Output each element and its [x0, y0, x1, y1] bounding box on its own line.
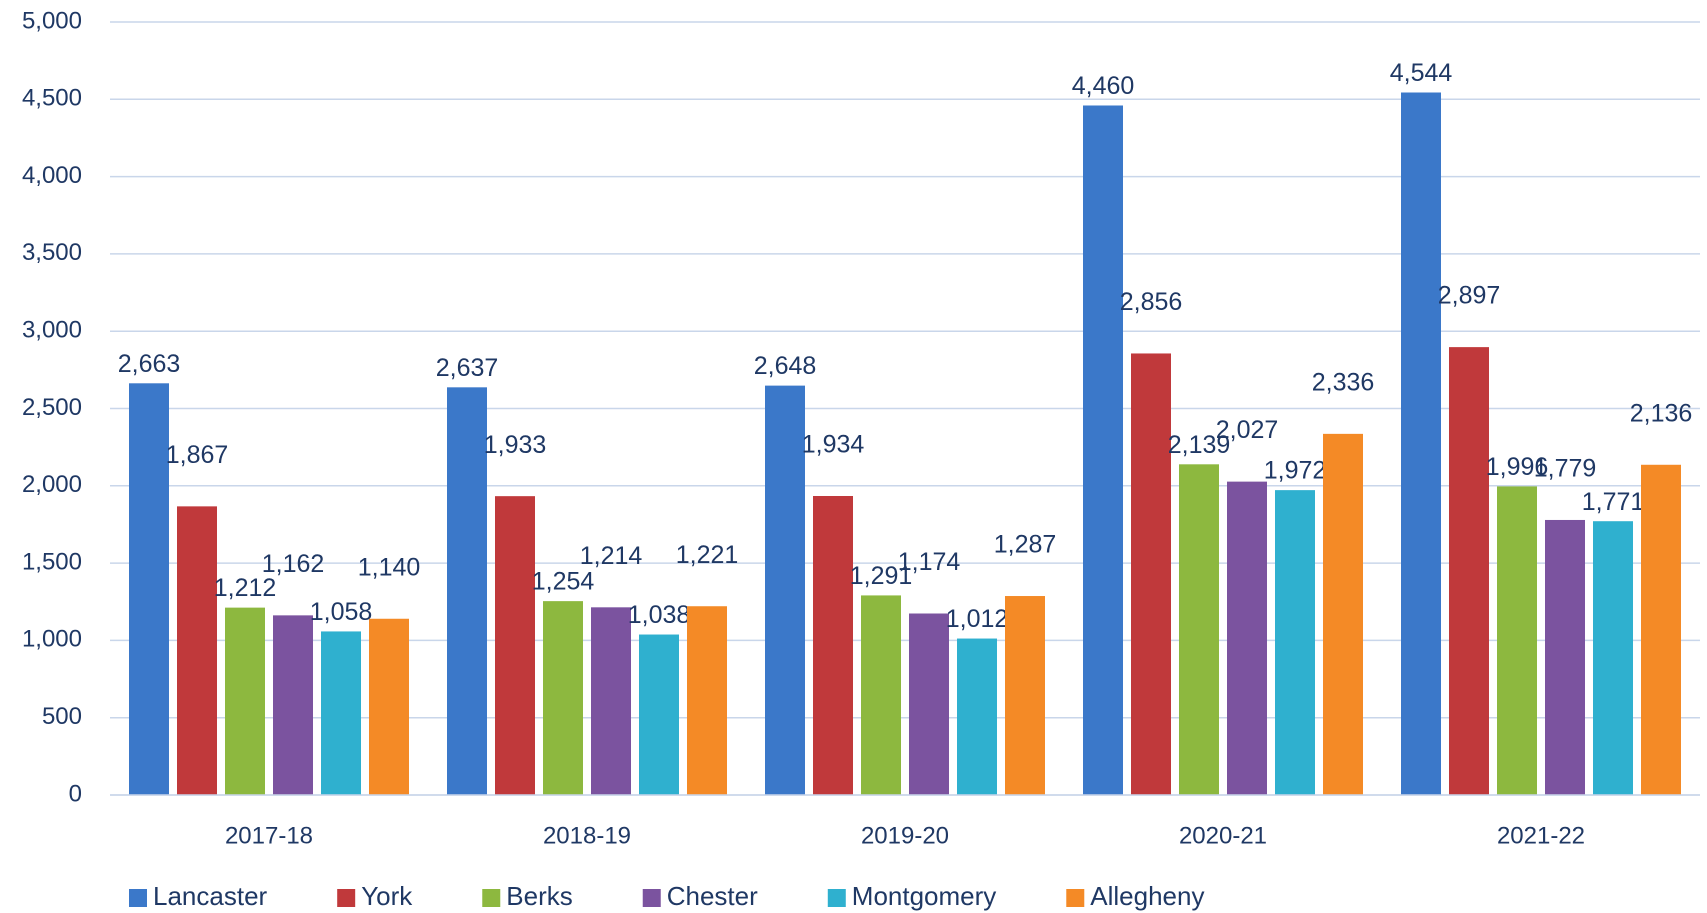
bar — [1131, 353, 1171, 795]
bar — [687, 606, 727, 795]
data-label: 1,287 — [994, 531, 1057, 559]
bar — [177, 506, 217, 795]
data-label: 1,212 — [214, 574, 277, 602]
x-tick-label: 2020-21 — [1179, 822, 1267, 849]
bar — [1005, 596, 1045, 795]
y-tick-label: 4,000 — [22, 162, 82, 189]
bar — [765, 385, 805, 795]
bar — [1227, 481, 1267, 795]
data-label: 1,933 — [484, 431, 547, 459]
bar — [1179, 464, 1219, 795]
legend-label: Chester — [667, 881, 758, 911]
y-tick-label: 4,500 — [22, 85, 82, 112]
y-tick-label: 1,500 — [22, 548, 82, 575]
bar — [909, 613, 949, 795]
data-label: 1,162 — [262, 550, 325, 578]
legend-swatch — [337, 889, 356, 907]
bar — [1497, 486, 1537, 795]
data-label: 2,336 — [1312, 368, 1375, 396]
y-tick-label: 5,000 — [22, 7, 82, 34]
legend-label: Allegheny — [1090, 881, 1204, 911]
legend-swatch — [482, 889, 501, 907]
bar — [1275, 490, 1315, 795]
data-label: 2,897 — [1438, 282, 1501, 310]
data-label: 1,038 — [628, 601, 691, 629]
data-label: 4,544 — [1390, 59, 1453, 87]
legend-swatch — [827, 889, 846, 907]
bar — [447, 387, 487, 795]
bar — [1401, 92, 1441, 795]
bar — [591, 607, 631, 795]
bar — [1545, 519, 1585, 795]
bar — [1593, 521, 1633, 795]
legend-label: Lancaster — [153, 881, 268, 911]
y-tick-label: 2,000 — [22, 471, 82, 498]
data-label: 1,771 — [1582, 488, 1645, 516]
bar — [813, 496, 853, 795]
y-tick-label: 2,500 — [22, 394, 82, 421]
data-label: 2,139 — [1168, 431, 1231, 459]
legend-label: Berks — [506, 881, 572, 911]
bar — [957, 638, 997, 795]
data-label: 1,779 — [1534, 455, 1597, 483]
legend-label: York — [361, 881, 413, 911]
legend-swatch — [1066, 889, 1085, 907]
data-label: 1,174 — [898, 548, 961, 576]
data-label: 1,214 — [580, 542, 643, 570]
x-tick-label: 2018-19 — [543, 822, 631, 849]
y-tick-label: 3,500 — [22, 239, 82, 266]
data-label: 1,221 — [676, 541, 739, 569]
data-label: 1,934 — [802, 431, 865, 459]
y-tick-label: 3,000 — [22, 317, 82, 344]
bar — [495, 496, 535, 795]
y-tick-label: 1,000 — [22, 626, 82, 653]
x-tick-label: 2017-18 — [225, 822, 313, 849]
bar — [225, 607, 265, 795]
bar — [273, 615, 313, 795]
data-label: 1,058 — [310, 598, 373, 626]
data-label: 1,972 — [1264, 457, 1327, 485]
data-label: 2,648 — [754, 352, 817, 380]
data-label: 1,012 — [946, 605, 1009, 633]
data-label: 1,140 — [358, 553, 421, 581]
data-label: 2,663 — [118, 350, 181, 378]
data-label: 1,867 — [166, 441, 229, 469]
bar — [1323, 433, 1363, 795]
legend-swatch — [642, 889, 661, 907]
data-label: 2,637 — [436, 354, 499, 382]
data-label: 2,856 — [1120, 288, 1183, 316]
data-label: 2,027 — [1216, 416, 1279, 444]
data-label: 2,136 — [1630, 399, 1693, 427]
legend-label: Montgomery — [852, 881, 997, 911]
legend-swatch — [129, 889, 147, 907]
bar — [543, 601, 583, 795]
bar — [1641, 464, 1681, 795]
data-label: 1,254 — [532, 568, 595, 596]
x-tick-label: 2019-20 — [861, 822, 949, 849]
bar — [1449, 347, 1489, 795]
bar — [369, 618, 409, 795]
y-tick-label: 500 — [42, 703, 82, 730]
data-label: 1,996 — [1486, 453, 1549, 481]
bar — [639, 634, 679, 795]
bar — [129, 383, 169, 795]
data-label: 4,460 — [1072, 72, 1135, 100]
bar — [1083, 105, 1123, 795]
y-tick-label: 0 — [69, 780, 82, 807]
bar — [861, 595, 901, 795]
x-tick-label: 2021-22 — [1497, 822, 1585, 849]
data-label: 1,291 — [850, 562, 913, 590]
bar — [321, 631, 361, 795]
